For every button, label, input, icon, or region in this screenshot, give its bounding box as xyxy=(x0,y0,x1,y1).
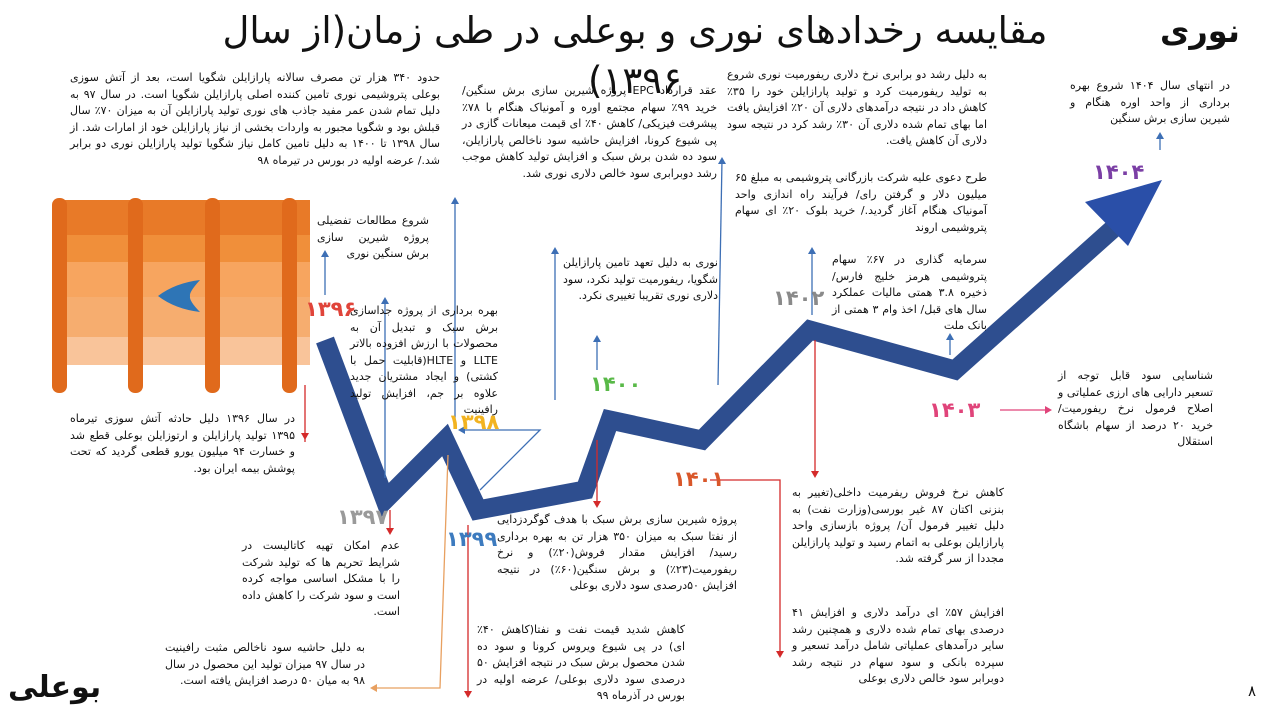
connector-1401-up-tip xyxy=(718,157,726,164)
connector-1397-down-tip xyxy=(386,528,394,535)
note-noori-1396-b: شروع مطالعات تفضیلی پروژه شیرین سازی برش… xyxy=(317,214,429,260)
note-noori-1404: در انتهای سال ۱۴۰۴ شروع بهره برداری از و… xyxy=(1070,79,1230,125)
connector-1399-down-tip xyxy=(464,691,472,698)
note-noori-1398: بهره برداری از پروژه جداسازی برش سبک و ت… xyxy=(350,304,499,416)
connector-1401-down-tip xyxy=(776,651,784,658)
barrel-rib-4 xyxy=(282,198,297,393)
connector-1398-down-tip xyxy=(370,684,377,692)
note-boali-1397: عدم امکان تهیه کاتالیست در شرایط تحریم ه… xyxy=(242,539,400,618)
note-noori-1400: نوری به دلیل تعهد تامین پارازایلن شگویا،… xyxy=(563,256,718,302)
note-noori-1403: شناسایی سود قابل توجه از تسعیر دارایی ها… xyxy=(1058,369,1214,448)
company-label-boali: بوعلی xyxy=(8,670,102,705)
connector-1399b-up-tip xyxy=(551,247,559,254)
year-label-1401: ۱۴۰۱ xyxy=(673,467,725,491)
connector-1398-up xyxy=(460,429,542,491)
note-noori-1402-a: طرح دعوی علیه شرکت بازرگانی پتروشیمی به … xyxy=(735,171,987,234)
connector-1399-up-tip xyxy=(451,197,459,204)
connector-1400-up-tip xyxy=(593,335,601,342)
barrel-rib-1 xyxy=(52,198,67,393)
year-label-1396: ۱۳۹۶ xyxy=(305,297,357,321)
barrel-band-top xyxy=(55,200,310,235)
connector-1400-down-tip xyxy=(593,501,601,508)
note-boali-1399: کاهش شدید قیمت نفت و نفتا(کاهش ۴۰٪ ای) د… xyxy=(477,623,685,702)
page-number: ۸ xyxy=(1248,682,1257,700)
note-noori-1402-b: سرمایه گذاری در ۶۷٪ سهام پتروشیمی هرمز خ… xyxy=(832,253,988,332)
year-label-1404: ۱۴۰۴ xyxy=(1093,160,1145,184)
note-boali-1398: به دلیل حاشیه سود ناخالص مثبت رافینیت در… xyxy=(165,641,365,687)
year-label-1398: ۱۳۹۸ xyxy=(448,410,500,434)
page-title: مقایسه رخدادهای نوری و بوعلی در طی زمان(… xyxy=(222,9,1048,102)
year-label-1403: ۱۴۰۳ xyxy=(929,398,981,422)
company-label-noori: نوری xyxy=(1160,12,1240,50)
barrel-rib-2 xyxy=(128,198,143,393)
year-label-1402: ۱۴۰۲ xyxy=(773,286,825,310)
year-label-1399: ۱۳۹۹ xyxy=(446,527,498,551)
barrel-rib-3 xyxy=(205,198,220,393)
note-boali-1400: پروژه شیرین سازی برش سبک با هدف گوگردزدا… xyxy=(497,513,738,592)
connector-1398-up-tip xyxy=(458,426,465,434)
note-boali-1401-b: افزایش ۵۷٪ ای درآمد دلاری و افزایش ۴۱ در… xyxy=(792,606,1004,685)
oil-drop-icon xyxy=(158,280,200,312)
connector-1402-down-tip xyxy=(811,471,819,478)
note-boali-1401-a: کاهش نرخ فروش ریفرمیت داخلی(تغییر به بنز… xyxy=(792,486,1005,565)
connector-1401-up xyxy=(717,159,723,386)
connector-1402b-up-tip xyxy=(946,333,954,340)
year-label-1397: ۱۳۹۷ xyxy=(337,505,389,529)
connector-1396-down-tip xyxy=(301,433,309,440)
connector-1402-up-tip xyxy=(808,247,816,254)
note-noori-1401: به دلیل رشد دو برابری نرخ دلاری ریفورمیت… xyxy=(727,68,988,147)
connector-1398-down xyxy=(372,454,449,689)
arrow-head xyxy=(1085,180,1162,246)
note-noori-1399: عقد قرارداد EPC پروژه شیرین سازی برش سنگ… xyxy=(462,84,717,180)
connector-1403-right-tip xyxy=(1045,406,1052,414)
note-boali-1396: در سال ۱۳۹۶ دلیل حادثه آتش سوزی تیرماه ۱… xyxy=(70,412,296,475)
note-noori-1396-a: حدود ۳۴۰ هزار تن مصرف سالانه پارازایلن ش… xyxy=(70,71,441,167)
connector-1396-up-tip xyxy=(321,250,329,257)
year-label-1400: ۱۴۰۰ xyxy=(590,372,642,396)
oil-barrel-icon xyxy=(52,198,310,393)
connector-1404-up-tip xyxy=(1156,132,1164,139)
barrel-band-bottom xyxy=(55,337,310,365)
connectors xyxy=(301,132,1164,698)
connector-1397-up-tip xyxy=(381,297,389,304)
connector-1401-down xyxy=(710,479,781,655)
